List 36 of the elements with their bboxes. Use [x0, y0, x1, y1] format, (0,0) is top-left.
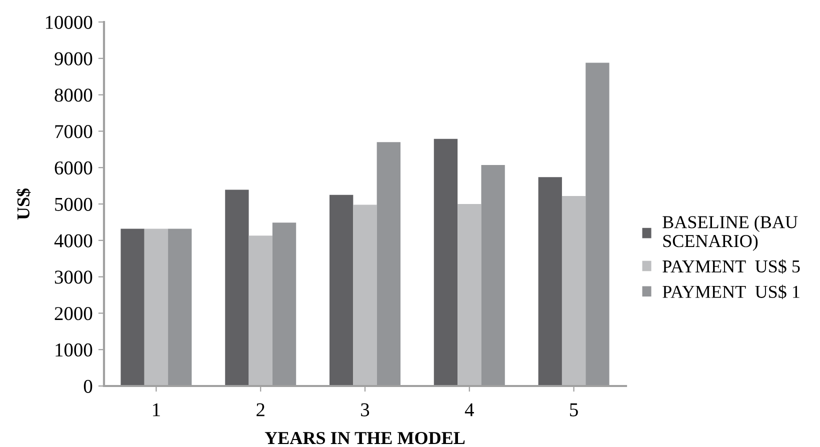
x-tick-label: 5: [570, 403, 578, 416]
x-tick-label: 3: [361, 403, 370, 416]
y-tick-label: 8000: [54, 88, 92, 102]
bar: [248, 236, 272, 386]
legend-label: BASELINE (BAU SCENARIO): [662, 216, 798, 251]
bar: [481, 165, 505, 386]
bar: [562, 196, 586, 386]
bar: [144, 228, 168, 386]
bar: [434, 138, 458, 386]
y-tick-label: 3000: [54, 270, 92, 284]
y-tick-label: 5000: [55, 198, 92, 211]
x-tick-label: 1: [153, 403, 160, 416]
bar: [586, 62, 610, 386]
y-tick-label: 9000: [54, 52, 92, 66]
y-tick-label: 0: [84, 380, 92, 393]
x-tick-label: 2: [256, 403, 264, 416]
x-tick-label: 4: [464, 403, 474, 416]
bar: [168, 228, 192, 386]
y-tick-label: 6000: [54, 161, 92, 175]
y-tick-label: 4000: [54, 234, 92, 248]
bar: [330, 194, 354, 386]
bar: [458, 204, 482, 386]
x-axis-title: YEARS IN THE MODEL: [264, 432, 465, 444]
legend-label: PAYMENT US$ 1: [662, 284, 800, 300]
bar: [538, 177, 562, 386]
y-tick-label: 2000: [54, 307, 92, 320]
y-axis-title: US$: [16, 188, 31, 220]
bar: [353, 204, 377, 386]
y-tick-label: 10000: [46, 16, 92, 29]
y-tick-label: 7000: [55, 125, 92, 138]
bar: [376, 142, 400, 386]
bar: [272, 222, 296, 386]
bar: [120, 228, 144, 386]
bar: [225, 190, 249, 386]
y-tick-label: 1000: [56, 343, 92, 357]
legend-label: PAYMENT US$ 5: [662, 259, 800, 274]
